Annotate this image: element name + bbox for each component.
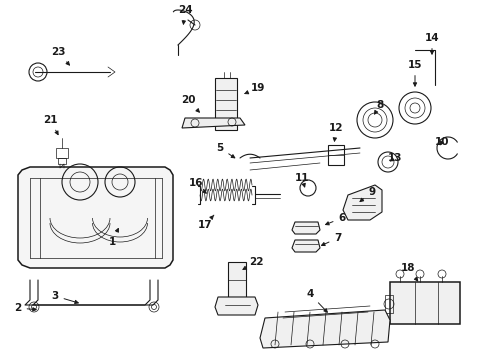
Text: 12: 12: [328, 123, 343, 141]
Text: 10: 10: [434, 137, 448, 147]
Polygon shape: [291, 240, 319, 252]
Text: 2: 2: [14, 303, 36, 313]
Bar: [327, 145, 343, 165]
Text: 23: 23: [51, 47, 69, 65]
Text: 22: 22: [243, 257, 263, 270]
Text: 14: 14: [424, 33, 438, 54]
Text: 11: 11: [294, 173, 308, 187]
Polygon shape: [215, 297, 258, 315]
Text: 15: 15: [407, 60, 421, 86]
Bar: [389, 282, 459, 324]
Text: 13: 13: [387, 153, 402, 163]
Polygon shape: [291, 222, 319, 234]
Text: 7: 7: [321, 233, 341, 246]
Polygon shape: [182, 118, 244, 128]
Text: 24: 24: [177, 5, 192, 24]
Text: 5: 5: [216, 143, 234, 158]
Text: 16: 16: [188, 178, 206, 193]
Text: 21: 21: [42, 115, 58, 135]
Polygon shape: [260, 310, 389, 348]
Bar: [215, 78, 237, 130]
Bar: [384, 295, 392, 313]
Text: 1: 1: [108, 229, 118, 247]
Bar: [56, 148, 68, 158]
Polygon shape: [342, 185, 381, 220]
Text: 8: 8: [374, 100, 383, 114]
Text: 3: 3: [51, 291, 78, 303]
Text: 19: 19: [244, 83, 264, 94]
Bar: [227, 262, 245, 297]
Polygon shape: [18, 167, 173, 268]
Text: 9: 9: [359, 187, 375, 202]
Text: 4: 4: [305, 289, 326, 312]
Bar: [58, 158, 66, 164]
Text: 17: 17: [197, 215, 213, 230]
Text: 18: 18: [400, 263, 417, 281]
Text: 20: 20: [181, 95, 199, 112]
Text: 6: 6: [325, 213, 345, 225]
